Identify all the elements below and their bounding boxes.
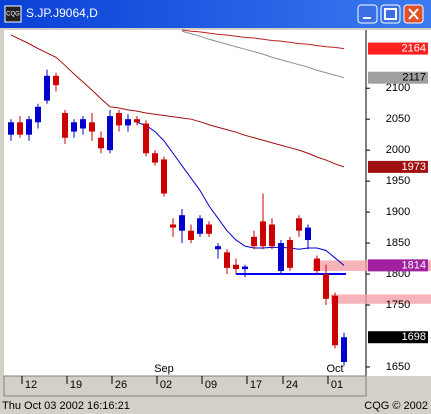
y-tick-label: 1750 [386, 299, 410, 311]
candle-body [269, 224, 275, 247]
moving-average [181, 29, 345, 50]
y-tick-label: 1650 [386, 361, 410, 373]
last-value-label: 1698 [402, 331, 426, 343]
status-datetime: Thu Oct 03 2002 16:16:21 [2, 400, 130, 412]
candle-body [251, 236, 257, 247]
candle-body [71, 122, 77, 132]
candle-body [242, 266, 248, 270]
candle-body [296, 218, 302, 231]
candle-body [44, 75, 50, 101]
x-tick-label: 09 [205, 379, 217, 391]
candle-body [161, 159, 167, 194]
last-value-label: 2117 [402, 72, 426, 84]
candle-body [233, 264, 239, 270]
last-value-box [368, 331, 428, 344]
candle-body [215, 246, 221, 250]
candle-body [197, 218, 203, 234]
moving-average [181, 30, 345, 79]
candle-body [143, 123, 149, 154]
last-value-box [368, 160, 428, 173]
candle-body [134, 119, 140, 123]
y-tick-label: 1950 [386, 175, 410, 187]
candle-body [278, 243, 284, 271]
status-bar [0, 397, 431, 414]
window-title: S.JP.J9064,D [26, 6, 98, 20]
maximize-icon [384, 8, 397, 20]
candle-body [188, 230, 194, 240]
candle-body [116, 112, 122, 126]
candle-body [260, 221, 266, 247]
x-tick-label: 26 [115, 379, 127, 391]
month-label: Sep [154, 363, 174, 375]
last-value-label: 2164 [402, 42, 426, 54]
month-label: Oct [326, 363, 343, 375]
price-axis [366, 30, 431, 376]
candle-body [53, 75, 59, 86]
x-tick-label: 02 [160, 379, 172, 391]
moving-average [136, 121, 345, 266]
candle-body [206, 224, 212, 234]
candle-body [341, 337, 347, 362]
moving-average [10, 34, 345, 168]
candle-body [323, 274, 329, 299]
app-icon [4, 5, 22, 23]
x-tick-label: 12 [25, 379, 37, 391]
candle-body [224, 252, 230, 268]
y-tick-label: 2050 [386, 113, 410, 125]
candle-body [152, 153, 158, 163]
y-tick-label: 1850 [386, 237, 410, 249]
plot-area [4, 30, 366, 376]
candle-body [62, 112, 68, 138]
x-tick-label: 17 [250, 379, 262, 391]
candle-body [89, 122, 95, 132]
candle-body [314, 258, 320, 271]
candle-body [35, 106, 41, 123]
app-icon-text: CQG [6, 12, 20, 18]
status-copyright: CQG © 2002 [364, 400, 428, 412]
close-icon [408, 8, 419, 20]
y-tick-label: 2100 [386, 82, 410, 94]
candle-body [26, 119, 32, 135]
maximize-button[interactable] [380, 4, 401, 24]
candle-body [17, 122, 23, 135]
candle-body [98, 137, 104, 149]
last-value-box [368, 259, 428, 272]
x-tick-label: 24 [286, 379, 298, 391]
highlight-band [331, 294, 431, 304]
candle-body [107, 116, 113, 151]
candle-body [125, 119, 131, 126]
candle-body [179, 215, 185, 231]
y-tick-label: 1900 [386, 206, 410, 218]
last-value-box [368, 42, 428, 55]
candle-body [287, 239, 293, 268]
last-value-box [368, 71, 428, 84]
x-tick-label: 01 [331, 379, 343, 391]
candle-body [80, 119, 86, 129]
x-tick-label: 19 [70, 379, 82, 391]
minimize-button[interactable] [357, 4, 378, 24]
candle-body [332, 295, 338, 346]
date-axis [3, 375, 367, 397]
candle-body [8, 122, 14, 135]
candle-body [305, 227, 311, 240]
y-tick-label: 2000 [386, 144, 410, 156]
last-value-label: 1814 [402, 259, 426, 271]
candle-body [170, 224, 176, 228]
last-value-label: 1973 [402, 161, 426, 173]
